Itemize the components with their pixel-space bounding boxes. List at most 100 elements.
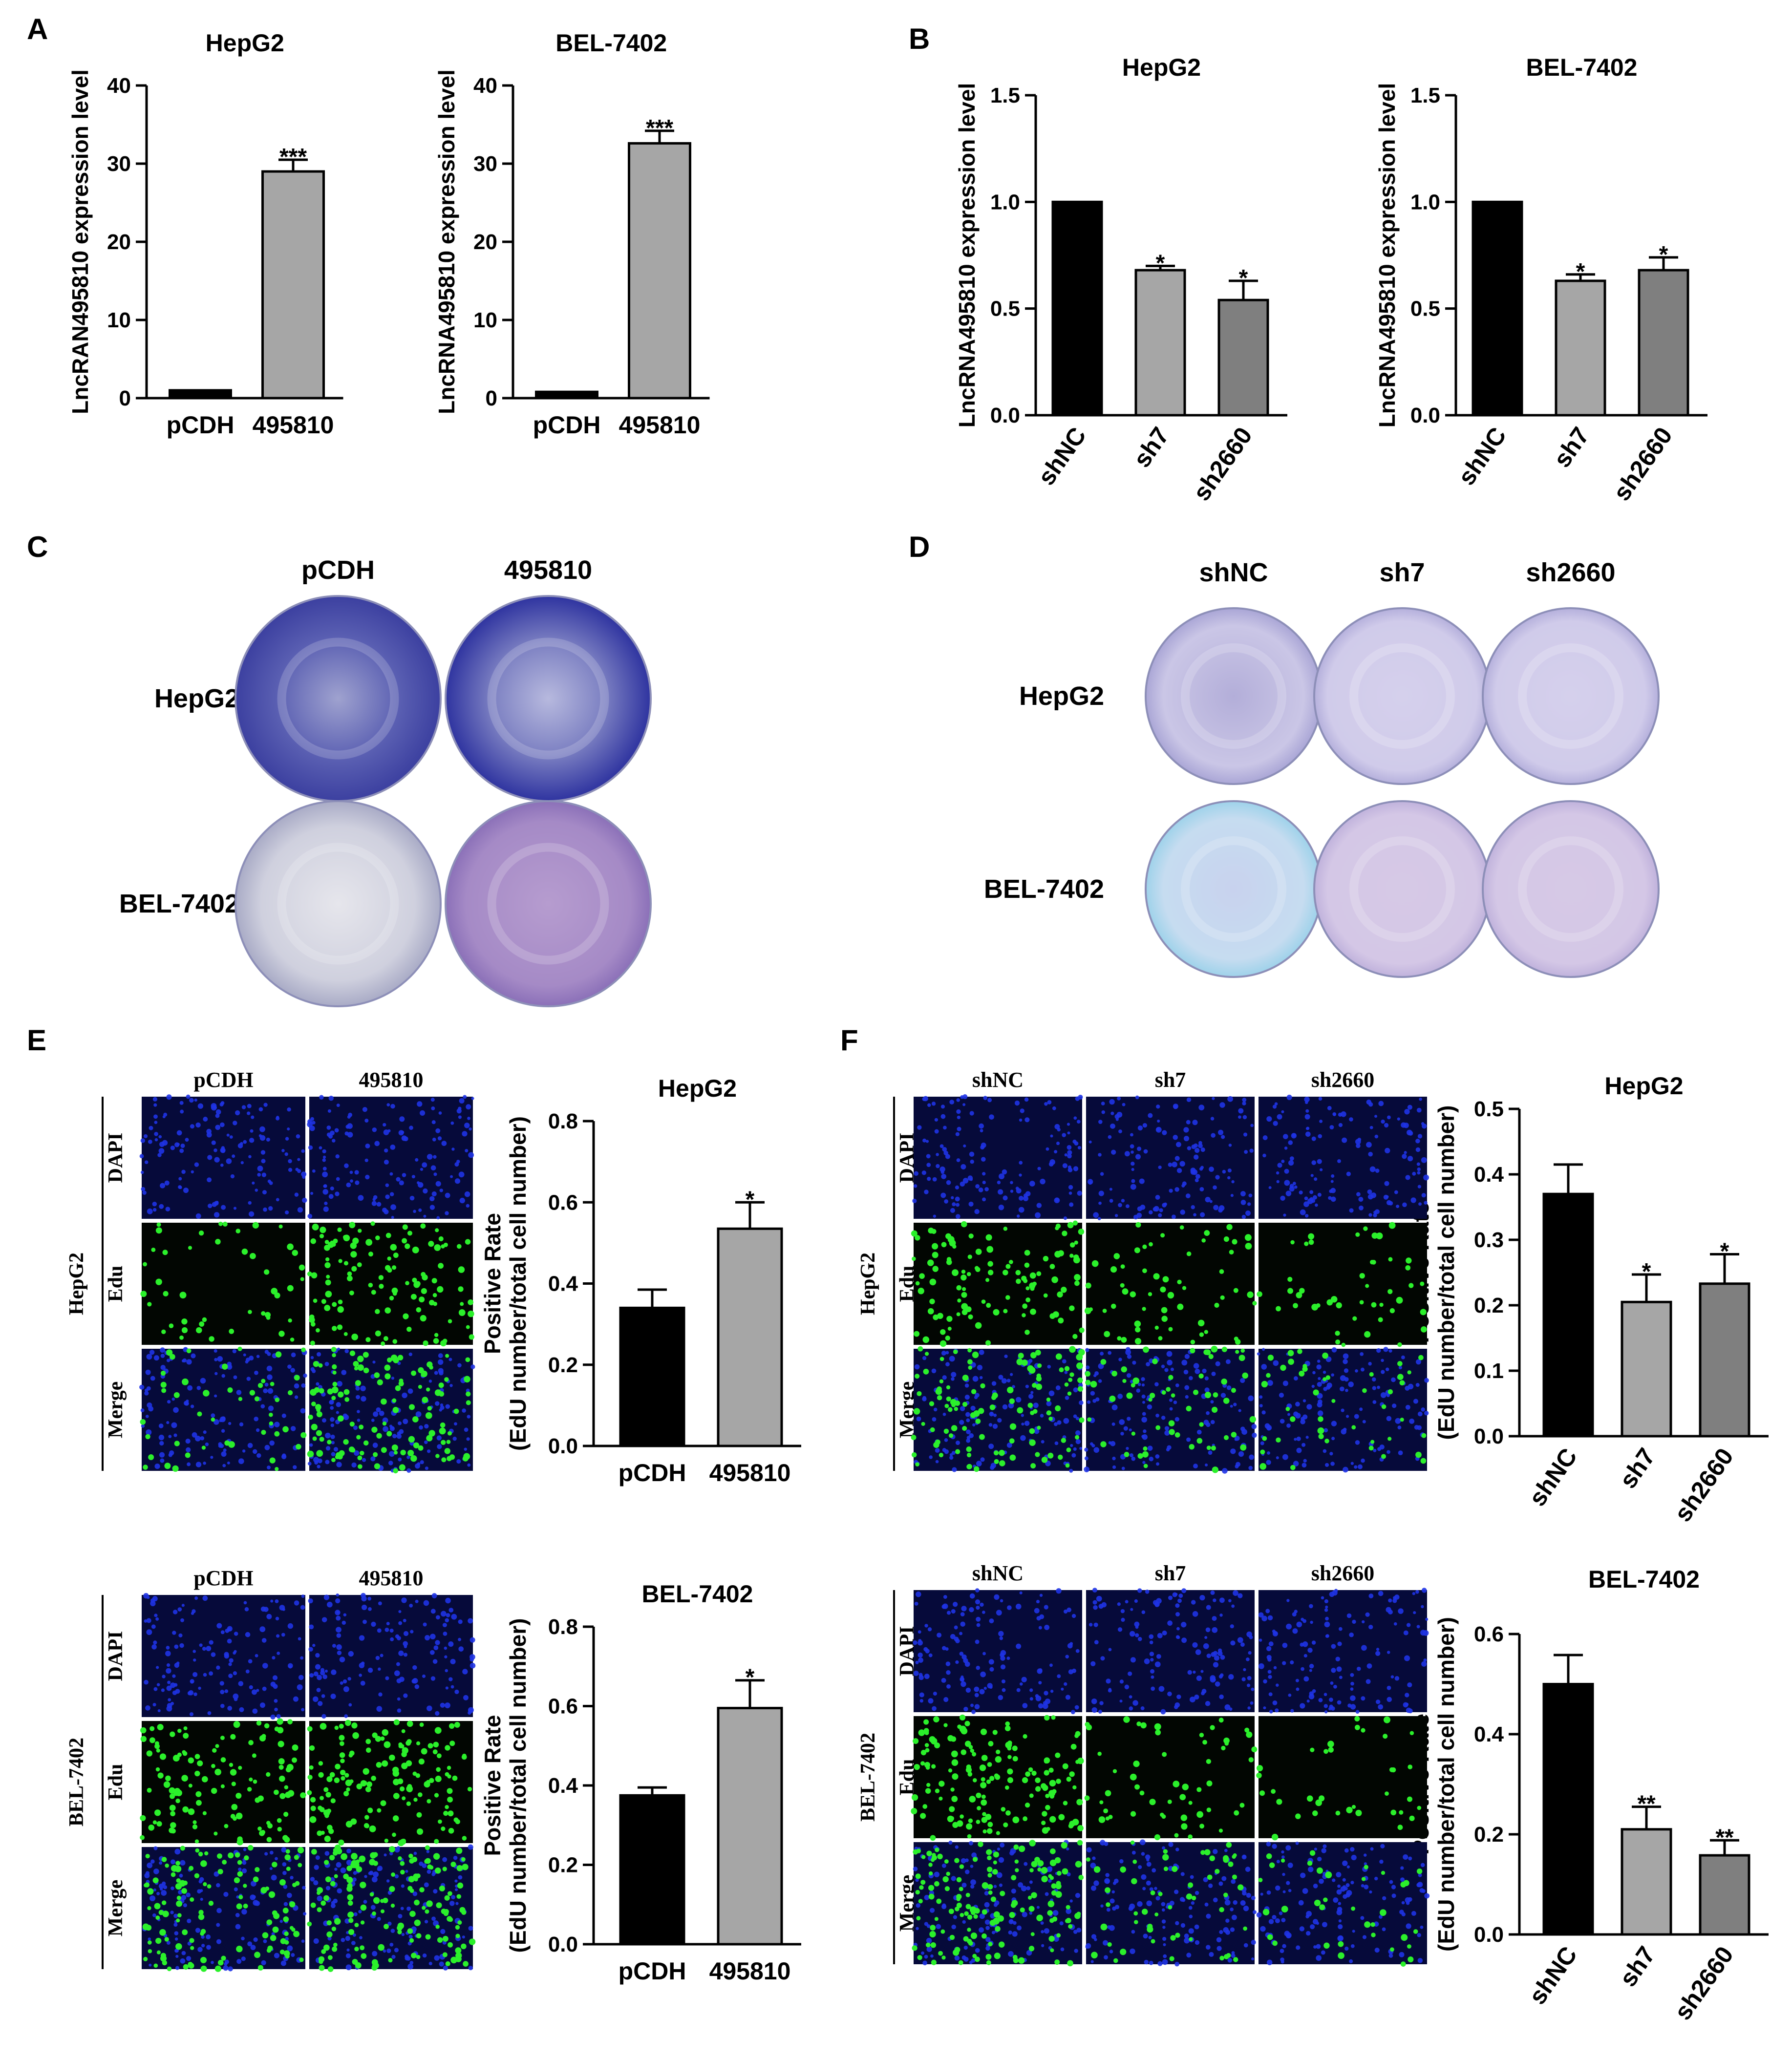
dapi-nucleus — [1117, 1394, 1123, 1399]
dapi-nucleus — [378, 1692, 383, 1697]
micro-image — [142, 1595, 305, 1717]
edu-nucleus — [928, 1885, 935, 1891]
edu-nucleus — [1020, 1907, 1025, 1912]
edu-nucleus — [400, 1861, 405, 1866]
edu-nucleus — [1111, 1370, 1118, 1377]
dapi-nucleus — [161, 1688, 165, 1692]
edu-nucleus — [1044, 1770, 1049, 1776]
dapi-nucleus — [420, 1168, 424, 1171]
edu-nucleus — [1057, 1454, 1063, 1460]
dapi-nucleus — [353, 1912, 358, 1916]
dapi-nucleus — [1281, 1850, 1284, 1854]
edu-nucleus — [1160, 1812, 1164, 1817]
dapi-nucleus — [1075, 1892, 1081, 1898]
dapi-nucleus — [985, 1937, 991, 1942]
dapi-nucleus — [1141, 1394, 1146, 1399]
dapi-nucleus — [172, 1674, 176, 1678]
edu-nucleus — [143, 1465, 148, 1470]
dapi-nucleus — [309, 1126, 315, 1131]
edu-nucleus — [393, 1719, 400, 1725]
dapi-nucleus — [147, 1208, 153, 1214]
edu-nucleus — [1204, 1230, 1210, 1236]
dapi-nucleus — [362, 1458, 366, 1462]
dapi-nucleus — [440, 1929, 446, 1934]
dapi-nucleus — [922, 1960, 927, 1966]
edu-nucleus — [1364, 1331, 1371, 1338]
dapi-nucleus — [1396, 1205, 1400, 1209]
y-axis-label: (EdU number/total cell number) — [505, 1116, 531, 1451]
edu-nucleus — [1219, 1955, 1224, 1961]
dapi-nucleus — [1317, 1192, 1322, 1197]
edu-nucleus — [920, 1750, 927, 1756]
edu-nucleus — [344, 1397, 350, 1402]
dapi-nucleus — [1359, 1407, 1363, 1411]
dapi-nucleus — [396, 1846, 400, 1849]
edu-nucleus — [1319, 1904, 1325, 1911]
dapi-nucleus — [1233, 1590, 1238, 1596]
edu-nucleus — [1015, 1868, 1019, 1872]
dapi-nucleus — [1417, 1134, 1423, 1139]
edu-nucleus — [1336, 1302, 1342, 1309]
dapi-nucleus — [1417, 1933, 1421, 1937]
edu-nucleus — [252, 1222, 259, 1229]
dapi-nucleus — [256, 1355, 260, 1359]
dapi-nucleus — [174, 1937, 178, 1941]
edu-nucleus — [1267, 1934, 1273, 1940]
edu-nucleus — [1099, 1800, 1104, 1805]
edu-nucleus — [324, 1240, 329, 1244]
dapi-nucleus — [1155, 1195, 1160, 1200]
dapi-nucleus — [389, 1451, 395, 1457]
dapi-nucleus — [149, 1895, 156, 1902]
edu-nucleus — [230, 1734, 236, 1740]
edu-nucleus — [1037, 1363, 1042, 1368]
dapi-nucleus — [1092, 1600, 1097, 1605]
dapi-nucleus — [1350, 1673, 1354, 1677]
dapi-nucleus — [1008, 1930, 1012, 1935]
dapi-nucleus — [276, 1198, 279, 1202]
edu-nucleus — [951, 1750, 958, 1758]
dapi-nucleus — [145, 1369, 151, 1375]
dapi-nucleus — [1063, 1216, 1067, 1220]
dapi-nucleus — [1406, 1923, 1411, 1929]
dapi-nucleus — [191, 1353, 196, 1359]
dapi-nucleus — [942, 1147, 947, 1152]
edu-nucleus — [140, 1419, 146, 1425]
edu-nucleus — [399, 1464, 405, 1471]
edu-nucleus — [376, 1433, 382, 1439]
edu-nucleus — [939, 1379, 944, 1383]
edu-nucleus — [363, 1367, 369, 1374]
edu-nucleus — [1361, 1877, 1366, 1881]
edu-nucleus — [268, 1891, 276, 1898]
edu-nucleus — [1063, 1801, 1068, 1805]
dapi-nucleus — [1350, 1681, 1354, 1686]
dapi-nucleus — [979, 1349, 984, 1355]
dapi-nucleus — [312, 1121, 316, 1125]
dapi-nucleus — [458, 1115, 462, 1119]
dapi-nucleus — [1057, 1674, 1061, 1678]
dapi-nucleus — [1309, 1190, 1314, 1194]
dapi-nucleus — [222, 1464, 226, 1467]
dapi-nucleus — [975, 1948, 980, 1953]
edu-nucleus — [988, 1890, 993, 1895]
edu-nucleus — [960, 1221, 967, 1228]
dapi-nucleus — [386, 1103, 390, 1106]
dapi-nucleus — [1100, 1904, 1104, 1908]
category-label: 495810 — [253, 411, 334, 439]
dapi-nucleus — [1379, 1859, 1384, 1864]
edu-nucleus — [933, 1314, 939, 1320]
edu-nucleus — [1007, 1777, 1014, 1784]
edu-nucleus — [1007, 1755, 1012, 1760]
edu-nucleus — [347, 1271, 352, 1276]
dapi-nucleus — [1323, 1844, 1327, 1848]
micro-channel-label: Merge — [105, 1381, 127, 1439]
edu-nucleus — [919, 1885, 924, 1890]
dapi-nucleus — [1212, 1097, 1215, 1100]
edu-nucleus — [1318, 1416, 1323, 1422]
edu-nucleus — [217, 1959, 224, 1966]
edu-nucleus — [392, 1406, 399, 1413]
dapi-nucleus — [1064, 1371, 1068, 1374]
edu-nucleus — [255, 1867, 260, 1872]
edu-nucleus — [378, 1275, 384, 1280]
dapi-nucleus — [1386, 1416, 1392, 1422]
